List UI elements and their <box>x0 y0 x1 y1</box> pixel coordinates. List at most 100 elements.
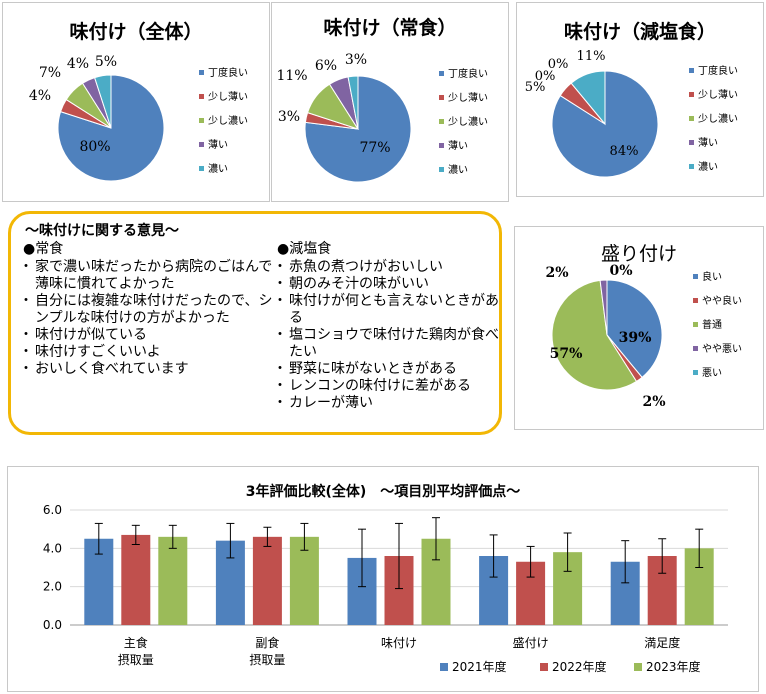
opinion-item: 赤魚の煮つけがおいしい <box>273 259 499 276</box>
bar-chart-panel: 3年評価比較(全体) ～項目別平均評価点～ 0.0 2.0 4.0 6.0 主食摂取量 副… <box>7 466 759 692</box>
pie-value-label: 84% <box>610 144 639 159</box>
opinion-item: 自分には複雑な味付けだったので、シンプルな味付けの方がよかった <box>19 293 275 327</box>
legend-swatch <box>199 70 204 75</box>
x-tick-label: 副食摂取量 <box>249 635 285 667</box>
legend-swatch <box>199 118 204 123</box>
legend-swatch <box>689 92 694 97</box>
legend-label: 丁度良い <box>448 67 488 80</box>
legend-swatch <box>693 370 698 375</box>
pie-slice-4 <box>347 75 359 130</box>
opinions-regular-list: 家で濃い味だったから病院のごはんで薄味に慣れてよかった 自分には複雑な味付けだっ… <box>19 259 275 378</box>
chart-title: 味付け（常食） <box>323 17 457 39</box>
pie-value-label: 5% <box>95 54 117 70</box>
legend-label: 少し濃い <box>698 112 738 125</box>
pie-value-label: 5% <box>525 80 546 95</box>
legend-swatch <box>199 142 204 147</box>
legend-swatch <box>439 143 444 148</box>
pie-value-label: 39% <box>619 330 652 346</box>
bar <box>289 536 319 625</box>
legend-swatch <box>693 298 698 303</box>
legend-swatch <box>693 346 698 351</box>
legend-swatch <box>693 274 698 279</box>
legend-swatch <box>199 94 204 99</box>
legend-label: 薄い <box>698 136 718 149</box>
opinion-item: 味付けが似ている <box>19 327 275 344</box>
pie-panel-lowsalt: 味付け（減塩食） 84% 5% 0% 0% 11% 丁度良い 少し薄い 少し濃い 薄い 濃い <box>516 2 764 197</box>
legend-swatch <box>689 164 694 169</box>
legend-label: 丁度良い <box>698 64 738 77</box>
chart-title: 味付け（全体） <box>69 21 203 43</box>
opinion-item: カレーが薄い <box>273 395 499 412</box>
legend-label: 2022年度 <box>552 659 607 674</box>
x-tick-label: 味付け <box>381 636 417 650</box>
y-tick-label: 2.0 <box>43 580 62 594</box>
pie-value-label: 57% <box>550 346 583 362</box>
pie-value-label: 0% <box>609 263 632 279</box>
legend-label: 丁度良い <box>208 66 248 79</box>
x-tick-label: 主食摂取量 <box>118 635 154 667</box>
legend-label: 悪い <box>702 367 722 379</box>
pie-panel-plating: 盛り付け 39% 2% 57% 2% 0% 良い やや良い 普通 やや悪い 悪い <box>514 226 764 430</box>
bar <box>121 534 151 625</box>
legend-swatch <box>689 116 694 121</box>
pie-slice-2 <box>551 279 638 391</box>
legend-label: やや良い <box>702 294 742 307</box>
legend-swatch <box>634 663 642 671</box>
pie-value-label: 0% <box>535 69 556 84</box>
opinions-regular-heading: ●常食 <box>23 241 64 257</box>
legend-label: 普通 <box>702 318 722 331</box>
legend-label: 濃い <box>208 162 228 175</box>
opinion-item: おいしく食べれています <box>19 361 275 378</box>
pie-value-label: 2% <box>642 394 665 410</box>
legend-swatch <box>689 68 694 73</box>
pie-slice-0 <box>606 279 663 379</box>
legend-label: 濃い <box>448 163 468 176</box>
pie-value-label: 4% <box>29 88 51 104</box>
opinion-item: 野菜に味がないときがある <box>273 361 499 378</box>
pie-slice-0 <box>57 74 165 182</box>
pie-slice-4 <box>570 70 606 126</box>
legend-swatch <box>440 663 448 671</box>
legend-label: 少し濃い <box>208 114 248 127</box>
opinion-item: 味付けが何とも言えないときがある <box>273 293 499 327</box>
x-tick-label: 満足度 <box>644 635 680 650</box>
opinion-item: 家で濃い味だったから病院のごはんで薄味に慣れてよかった <box>19 259 275 293</box>
opinions-regular: ●常食 家で濃い味だったから病院のごはんで薄味に慣れてよかった 自分には複雑な味… <box>19 241 275 378</box>
legend-swatch <box>439 71 444 76</box>
legend-label: 少し薄い <box>448 91 488 104</box>
opinion-item: 朝のみそ汁の味がいい <box>273 276 499 293</box>
legend-swatch <box>439 167 444 172</box>
pie-value-label: 11% <box>577 49 606 64</box>
legend-swatch <box>693 322 698 327</box>
pie-value-label: 3% <box>345 52 367 68</box>
legend-swatch <box>439 119 444 124</box>
opinions-box: ～味付けに関する意見～ ●常食 家で濃い味だったから病院のごはんで薄味に慣れてよ… <box>8 211 502 435</box>
y-tick-label: 6.0 <box>43 503 62 517</box>
legend-label: 良い <box>702 270 722 283</box>
legend-swatch <box>439 95 444 100</box>
pie-value-label: 4% <box>67 56 89 72</box>
legend-swatch <box>689 140 694 145</box>
bar <box>252 536 282 625</box>
legend-label: 濃い <box>698 160 718 173</box>
opinions-title: ～味付けに関する意見～ <box>25 223 179 239</box>
pie-panel-overall: 味付け（全体） 80% 4% 7% 4% 5% 丁度良い 少し薄い 少し濃い 薄い 濃い <box>2 2 270 202</box>
legend-label: 2023年度 <box>646 659 701 674</box>
pie-value-label: 11% <box>276 68 307 84</box>
bar-chart-title: 3年評価比較(全体) ～項目別平均評価点～ <box>245 484 521 500</box>
pie-value-label: 80% <box>79 139 110 155</box>
x-tick-label: 盛付け <box>513 635 549 650</box>
y-tick-label: 0.0 <box>43 618 62 632</box>
pie-slice-4 <box>93 74 112 129</box>
opinion-item: レンコンの味付けに差がある <box>273 378 499 395</box>
pie-panel-regular: 味付け（常食） 77% 3% 11% 6% 3% 丁度良い 少し薄い 少し濃い 薄い 濃い <box>271 2 509 202</box>
legend-swatch <box>199 166 204 171</box>
pie-slice-3 <box>599 279 608 336</box>
pie-value-label: 7% <box>39 65 61 81</box>
legend-label: 薄い <box>208 138 228 151</box>
y-tick-label: 4.0 <box>43 541 62 555</box>
opinion-item: 塩コショウで味付けた鶏肉が食べたい <box>273 327 499 361</box>
